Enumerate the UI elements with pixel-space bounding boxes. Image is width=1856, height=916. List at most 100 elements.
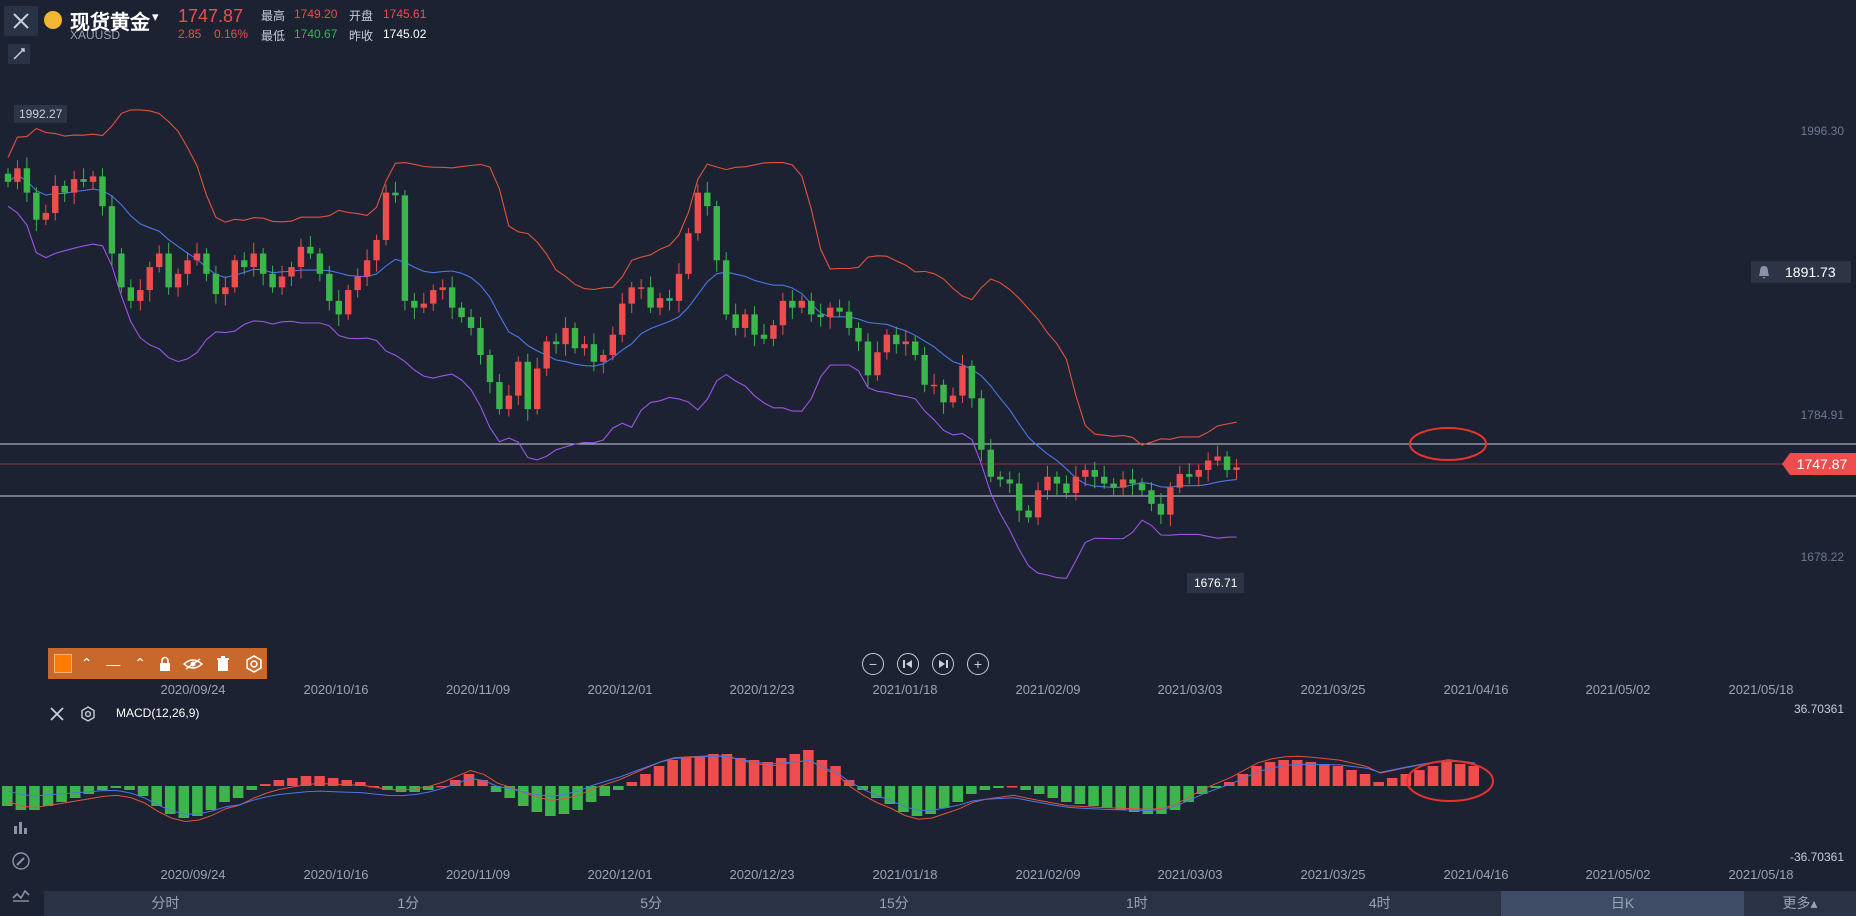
lock-icon[interactable] [155,653,176,675]
candle-body [826,307,834,318]
close-button[interactable] [4,6,38,36]
macd-bar [1305,762,1317,786]
period-tab-1min[interactable]: 1分 [397,895,420,911]
candle-body [23,168,31,193]
color-swatch[interactable] [54,654,73,673]
macd-bar [178,786,190,818]
step-back-icon[interactable] [897,653,919,675]
high-label: 最高 [261,9,286,23]
zoom-in-icon[interactable]: + [967,653,989,675]
macd-bar [775,758,787,786]
candle-body [808,300,815,315]
candle-body [845,311,853,328]
candle-body [590,344,598,362]
candle-body [259,253,267,274]
open-value: 1745.61 [383,7,427,21]
x-axis-tick: 2021/03/03 [1157,867,1223,882]
macd-bar [29,786,40,810]
candle-body [335,300,342,315]
period-tab-daily[interactable]: 日K [1501,891,1745,916]
macd-bar [1006,786,1018,788]
macd-bar [1332,766,1344,786]
macd-bar [952,786,964,802]
candle-body [448,287,456,308]
candle-body [52,185,59,213]
x-axis-tick: 2020/09/24 [160,682,226,697]
macd-bar [545,786,556,816]
chevron-up-icon[interactable]: ⌃ [80,655,93,671]
candle-body [156,253,163,268]
candle-body [14,168,21,182]
gold-coin-icon [44,11,62,29]
step-forward-icon[interactable] [932,653,954,675]
candle-body [80,179,87,182]
candle-body [174,273,182,288]
close-icon[interactable] [49,706,65,722]
macd-bar [1346,770,1357,786]
macd-bar [1128,786,1140,812]
macd-bar [314,776,325,786]
macd-bar [1427,766,1439,786]
candle-body [231,260,238,288]
price-alert-tag[interactable]: 1891.73 [1751,261,1851,283]
macd-bar [1264,762,1276,786]
macd-bar [205,786,217,810]
period-more-button[interactable]: 更多▴ [1782,895,1818,911]
macd-bar [748,760,760,786]
x-axis-tick: 2020/12/23 [729,682,795,697]
candle-body [70,179,78,193]
macd-bar [246,786,257,790]
x-axis-tick: 2020/10/16 [303,682,369,697]
candle-body [127,287,135,301]
middle-band-line [7,174,1237,489]
macd-bar [599,786,611,796]
draw-tool-icon[interactable] [8,44,30,64]
macd-bar [355,782,366,786]
zoom-out-icon[interactable]: − [862,653,884,675]
candle-body [307,246,314,254]
macd-bar [232,786,244,798]
zoom-controls: − + [862,653,989,675]
macd-bar [1156,786,1167,814]
trend-line-icon[interactable] [8,882,34,908]
macd-bar [898,786,909,812]
candle-body [562,327,569,345]
symbol-name[interactable]: 现货黄金 [70,12,150,34]
period-tab-5min[interactable]: 5分 [640,895,663,911]
macd-bar [1414,770,1425,786]
period-tab-timeshare[interactable]: 分时 [151,895,180,911]
x-axis-tick: 2020/09/24 [160,867,226,882]
macd-bar [1373,782,1384,786]
macd-bar [531,786,543,812]
macd-bar [463,774,475,786]
candle-body [855,327,862,342]
line-style-icon[interactable]: — [106,655,121,672]
indicator-icon[interactable] [8,814,34,840]
candle-body [978,398,985,450]
period-tab-4h[interactable]: 4时 [1368,895,1391,911]
macd-bar [1278,760,1289,786]
trash-icon[interactable] [210,653,237,675]
candle-body [1204,460,1212,470]
x-axis-tick: 2021/05/18 [1728,682,1794,697]
candle-body [61,185,68,193]
price-axis-tick: 1678.22 [1800,550,1844,564]
macd-bar [477,780,488,786]
settings-icon[interactable] [240,653,267,675]
candle-body [600,354,607,362]
candle-body [732,314,739,328]
symbol-dropdown-icon[interactable]: ▾ [152,9,159,24]
settings-icon[interactable] [80,706,96,722]
candle-body [949,395,957,403]
eye-icon[interactable] [179,653,206,675]
period-tab-1h[interactable]: 1时 [1125,895,1148,911]
x-axis-tick: 2021/05/02 [1585,682,1651,697]
macd-bar [450,780,461,786]
candle-body [4,173,12,182]
candle-body [543,341,550,369]
period-tab-15min[interactable]: 15分 [879,895,909,911]
chevron-up-icon[interactable]: ⌃ [134,655,146,671]
pencil-icon[interactable] [8,848,34,874]
macd-bar [993,786,1004,788]
